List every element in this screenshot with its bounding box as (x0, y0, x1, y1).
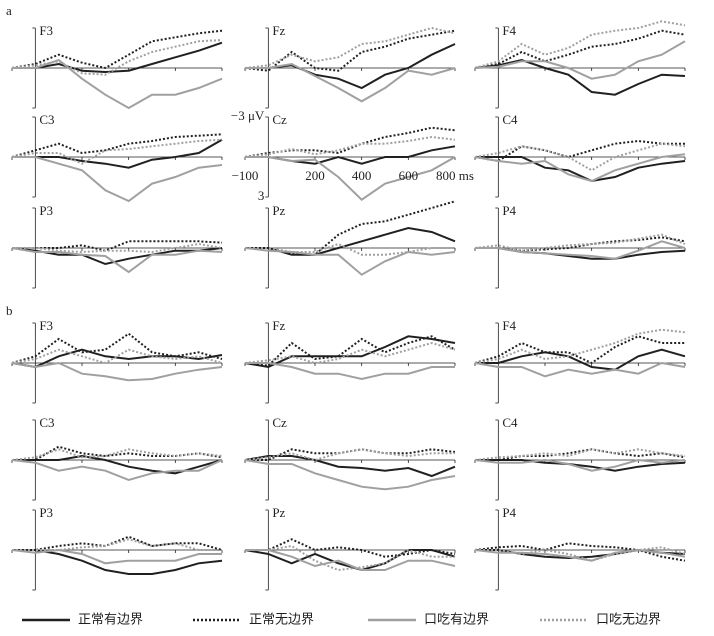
waveform (474, 335, 685, 365)
waveform (474, 361, 686, 378)
panel-title: Cz (272, 112, 287, 127)
waveform (244, 29, 456, 72)
waveform (245, 362, 455, 381)
group-label: b (6, 303, 13, 318)
panel-title: P4 (502, 505, 516, 520)
waveform (245, 448, 456, 461)
waveform (11, 348, 223, 369)
waveform (245, 62, 456, 103)
waveform (475, 236, 686, 252)
waveform (474, 139, 685, 163)
panel-title: C4 (502, 415, 518, 430)
waveform (245, 544, 455, 572)
waveform (474, 20, 686, 69)
waveform (474, 142, 686, 172)
waveform (474, 153, 686, 183)
panel-title: Pz (272, 505, 285, 520)
waveform (474, 233, 686, 252)
waveform (474, 458, 686, 472)
panel-title: F4 (502, 318, 516, 333)
waveform (11, 448, 223, 461)
waveform (245, 549, 456, 571)
panel-title: C4 (502, 112, 518, 127)
panel-title: F4 (502, 23, 516, 38)
x-tick-label: 600 (399, 168, 419, 183)
panel-title: P3 (39, 505, 53, 520)
waveform (244, 247, 456, 276)
group-label: a (6, 3, 12, 18)
x-tick-label: 400 (352, 168, 372, 183)
legend-label: 口吃有边界 (424, 612, 489, 628)
waveform (12, 58, 223, 110)
panel-title: Pz (272, 203, 285, 218)
waveform (11, 138, 223, 165)
waveform (12, 242, 223, 254)
waveform (474, 542, 686, 562)
waveform (474, 448, 686, 461)
panel-title: P4 (502, 203, 516, 218)
panel-title: F3 (39, 23, 53, 38)
waveform (12, 538, 222, 551)
panel-title: Fz (272, 318, 285, 333)
waveform (12, 445, 223, 461)
waveform (244, 549, 456, 572)
x-tick-label: 200 (305, 168, 325, 183)
panel-title: P3 (39, 203, 53, 218)
x-tick-label: −100 (232, 168, 259, 183)
legend-label: 口吃无边界 (596, 612, 661, 628)
waveform (11, 39, 223, 76)
waveform (245, 156, 456, 201)
waveform (244, 26, 456, 69)
waveform (474, 29, 686, 69)
waveform (12, 138, 223, 169)
waveform (474, 40, 686, 80)
waveform (11, 29, 223, 70)
waveform (11, 548, 222, 565)
panel-title: Cz (272, 415, 287, 430)
waveform (475, 156, 686, 183)
panel-title: Fz (272, 23, 285, 38)
waveform (244, 335, 456, 367)
waveform (244, 459, 456, 491)
waveform (11, 247, 223, 274)
waveform (475, 448, 686, 461)
waveform (475, 459, 686, 472)
panel-title: C3 (39, 415, 54, 430)
panel-title: F3 (39, 318, 53, 333)
waveform (244, 135, 456, 158)
waveform (11, 332, 223, 364)
waveform (474, 548, 686, 562)
waveform (475, 348, 686, 371)
waveform (245, 538, 456, 558)
waveform (11, 348, 223, 365)
waveform (12, 240, 223, 252)
waveform (244, 455, 456, 478)
legend-label: 正常无边界 (249, 613, 314, 628)
legend-label: 正常有边界 (78, 613, 143, 628)
waveform (11, 361, 223, 382)
waveform (244, 448, 455, 462)
waveform (244, 335, 456, 369)
panel-title: C3 (39, 112, 54, 127)
waveform (11, 459, 223, 482)
waveform (11, 133, 223, 158)
waveform (12, 156, 223, 203)
waveform (474, 328, 686, 364)
waveform (244, 341, 456, 365)
y-tick-label: −3 μV (231, 108, 265, 123)
waveform (474, 58, 686, 96)
y-tick-label: 3 (258, 188, 265, 203)
waveform (245, 145, 456, 165)
waveform (12, 41, 223, 74)
waveform (475, 240, 686, 260)
x-tick-label: 800 ms (436, 168, 474, 183)
